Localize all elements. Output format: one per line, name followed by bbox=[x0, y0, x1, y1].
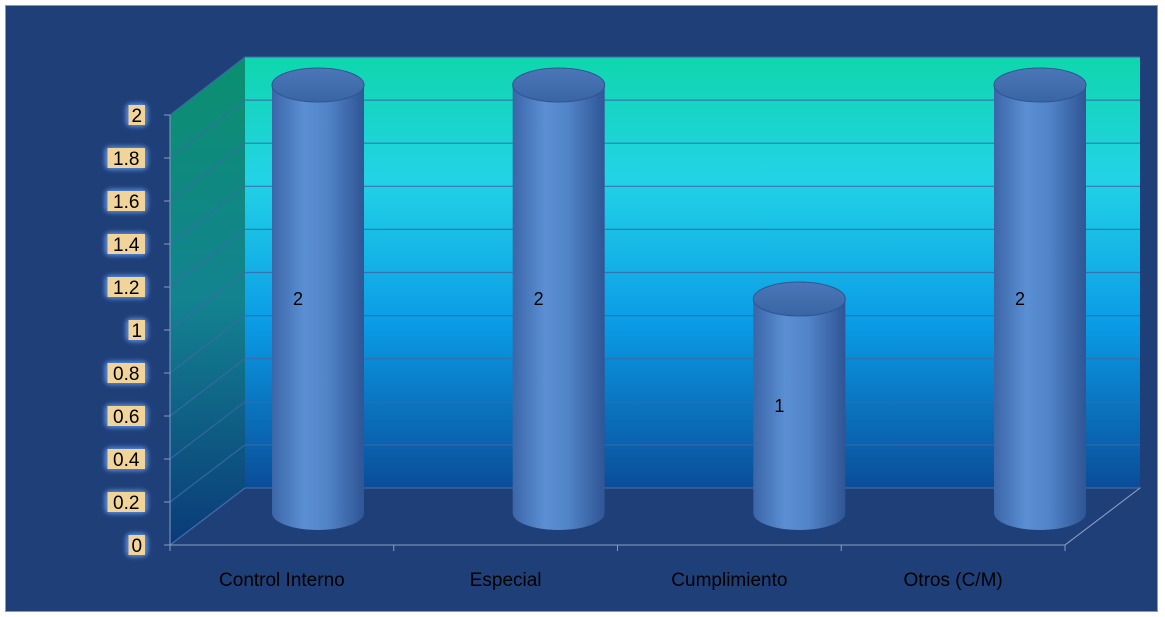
data-labels: 2 2 1 2 bbox=[293, 289, 1025, 416]
axes bbox=[164, 114, 1141, 551]
x-tick-label: Otros (C/M) bbox=[904, 570, 1003, 591]
bars bbox=[271, 67, 1087, 530]
bar-top-cap bbox=[752, 281, 846, 317]
bar-top-cap bbox=[271, 67, 365, 103]
y-tick-label-text: 0.2 bbox=[113, 493, 139, 514]
y-tick-label: 0.6 bbox=[104, 404, 148, 428]
y-tick-label-text: 1 bbox=[131, 321, 142, 342]
y-tick-label-bg bbox=[107, 148, 145, 168]
gridline bbox=[169, 185, 1140, 245]
gridline bbox=[169, 142, 1140, 202]
bar-3 bbox=[752, 281, 846, 530]
y-tick-label-bg bbox=[128, 320, 145, 340]
y-tick-label: 1.2 bbox=[104, 275, 148, 299]
y-tick-label-bg bbox=[107, 277, 145, 297]
bar-top-cap bbox=[512, 67, 606, 103]
y-tick-label: 2 bbox=[125, 103, 148, 127]
data-label: 2 bbox=[534, 289, 544, 309]
y-tick-label: 1.4 bbox=[104, 232, 148, 256]
bar-4 bbox=[993, 67, 1087, 530]
data-label: 2 bbox=[1015, 289, 1025, 309]
x-tick-label: Especial bbox=[470, 570, 542, 591]
data-label: 2 bbox=[293, 289, 303, 309]
y-tick-label-bg bbox=[107, 449, 145, 469]
x-tick-label: Cumplimiento bbox=[671, 570, 787, 591]
y-tick-label-bg bbox=[107, 191, 145, 211]
y-tick-label-bg bbox=[128, 535, 145, 555]
y-tick-label: 0.4 bbox=[104, 447, 148, 471]
bar-2 bbox=[512, 67, 606, 530]
y-tick-label-text: 2 bbox=[131, 106, 142, 127]
y-tick-label-text: 0 bbox=[131, 536, 142, 557]
y-tick-label-text: 1.8 bbox=[113, 149, 139, 170]
floor-edge bbox=[1064, 487, 1141, 546]
y-tick-label: 1.6 bbox=[104, 189, 148, 213]
bar-body bbox=[512, 85, 605, 530]
y-tick-label-text: 0.6 bbox=[113, 407, 139, 428]
gridline bbox=[169, 271, 1140, 331]
y-tick-label: 1.8 bbox=[104, 146, 148, 170]
y-tick-labels: 0 0.2 0.4 0.6 0.8 1 1.2 1.4 1.6 1.8 2 bbox=[104, 103, 148, 557]
y-tick-label-text: 0.8 bbox=[113, 364, 139, 385]
y-tick-label-text: 1.4 bbox=[113, 235, 140, 256]
bar-body bbox=[272, 85, 364, 530]
y-tick-label-bg bbox=[128, 105, 145, 125]
y-tick-label: 0 bbox=[125, 533, 148, 557]
bar-1 bbox=[271, 67, 365, 530]
y-tick-label-bg bbox=[107, 492, 145, 512]
gridline bbox=[169, 228, 1140, 288]
y-tick-label-text: 1.6 bbox=[113, 192, 139, 213]
bar-body bbox=[753, 299, 846, 530]
y-tick-label-text: 1.2 bbox=[113, 278, 139, 299]
x-tick-label: Control Interno bbox=[219, 570, 345, 591]
y-tick-label-bg bbox=[107, 363, 145, 383]
y-tick-label-bg bbox=[107, 234, 145, 254]
data-label: 1 bbox=[774, 396, 784, 416]
y-tick-label: 1 bbox=[125, 318, 148, 342]
y-tick-label: 0.2 bbox=[104, 490, 148, 514]
bar-body bbox=[994, 85, 1086, 530]
bar-top-cap bbox=[993, 67, 1087, 103]
gridline bbox=[169, 56, 1140, 116]
y-tick-label-bg bbox=[107, 406, 145, 426]
y-tick-label-text: 0.4 bbox=[113, 450, 140, 471]
y-tick-label: 0.8 bbox=[104, 361, 148, 385]
x-tick-labels: Control Interno Especial Cumplimiento Otros… bbox=[219, 570, 1003, 591]
gridline bbox=[169, 99, 1140, 159]
